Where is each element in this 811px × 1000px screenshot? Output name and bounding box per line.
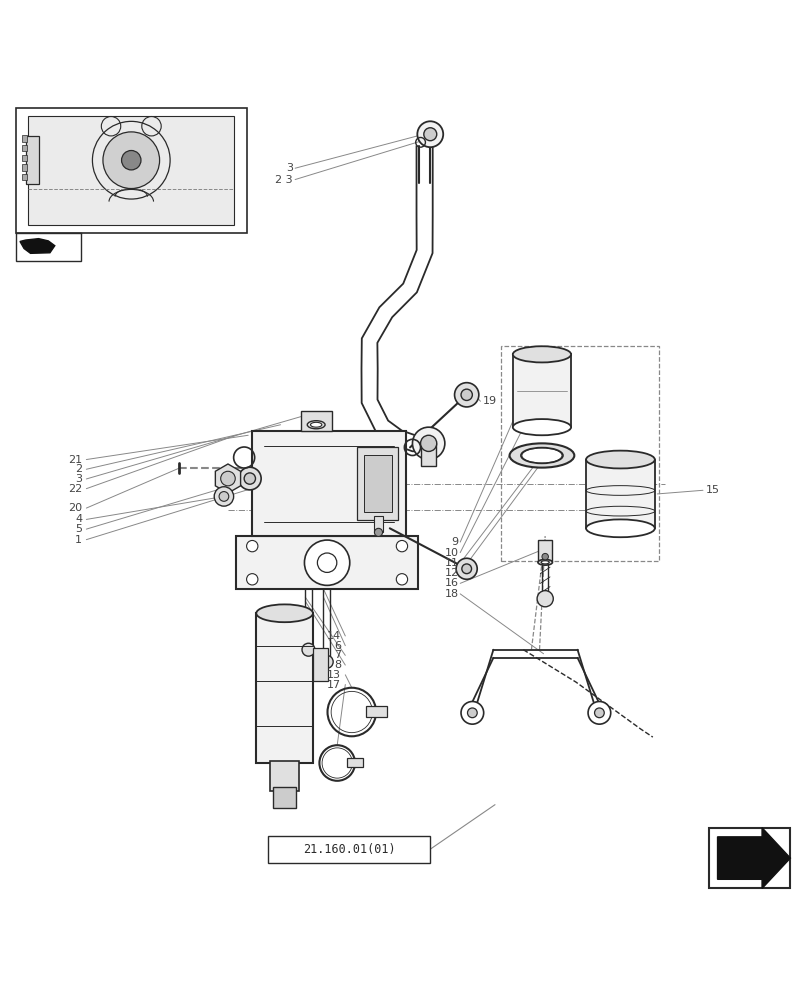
Bar bbox=[366, 706, 386, 717]
Text: 9: 9 bbox=[451, 537, 458, 547]
Bar bbox=[256, 613, 312, 763]
Bar bbox=[23, 145, 28, 151]
Text: 20: 20 bbox=[68, 503, 82, 513]
Circle shape bbox=[247, 540, 258, 552]
Polygon shape bbox=[717, 828, 789, 888]
Bar bbox=[270, 761, 298, 791]
Circle shape bbox=[374, 528, 382, 536]
Circle shape bbox=[396, 574, 407, 585]
Bar bbox=[236, 536, 418, 589]
Bar bbox=[26, 136, 39, 184]
Ellipse shape bbox=[307, 421, 324, 429]
Bar bbox=[252, 431, 406, 536]
Text: 21: 21 bbox=[68, 455, 82, 465]
Circle shape bbox=[420, 435, 436, 451]
Circle shape bbox=[221, 471, 235, 486]
Text: 18: 18 bbox=[444, 589, 458, 599]
Bar bbox=[421, 443, 436, 466]
Polygon shape bbox=[20, 239, 54, 253]
Text: 1: 1 bbox=[75, 535, 82, 545]
Text: 12: 12 bbox=[444, 568, 458, 578]
Circle shape bbox=[456, 558, 477, 579]
Circle shape bbox=[594, 708, 603, 718]
Ellipse shape bbox=[513, 419, 570, 435]
Circle shape bbox=[219, 492, 229, 501]
Text: 14: 14 bbox=[327, 631, 341, 641]
Text: 15: 15 bbox=[705, 485, 719, 495]
Bar bbox=[537, 540, 551, 561]
Bar bbox=[23, 164, 28, 171]
Text: 5: 5 bbox=[75, 524, 82, 534]
Text: 21.160.01(01): 21.160.01(01) bbox=[303, 843, 395, 856]
Ellipse shape bbox=[586, 451, 654, 468]
Circle shape bbox=[244, 473, 255, 484]
Circle shape bbox=[396, 540, 407, 552]
Circle shape bbox=[461, 701, 483, 724]
Circle shape bbox=[461, 564, 471, 574]
Ellipse shape bbox=[540, 561, 548, 564]
Text: 11: 11 bbox=[444, 558, 458, 568]
Text: 22: 22 bbox=[68, 484, 82, 494]
Bar bbox=[513, 354, 570, 427]
Circle shape bbox=[467, 708, 477, 718]
Text: 2: 2 bbox=[75, 464, 82, 474]
Bar bbox=[363, 455, 392, 512]
Ellipse shape bbox=[513, 346, 570, 362]
Text: 17: 17 bbox=[327, 680, 341, 690]
Text: 3: 3 bbox=[75, 474, 82, 484]
Circle shape bbox=[412, 427, 444, 460]
Bar bbox=[28, 116, 234, 225]
Text: 19: 19 bbox=[483, 396, 496, 406]
Text: 16: 16 bbox=[444, 578, 458, 588]
Ellipse shape bbox=[537, 559, 551, 565]
Bar bbox=[23, 155, 28, 161]
Ellipse shape bbox=[256, 604, 312, 622]
Circle shape bbox=[302, 643, 315, 656]
Circle shape bbox=[541, 553, 547, 560]
Bar bbox=[709, 828, 789, 888]
Text: 2 3: 2 3 bbox=[275, 175, 292, 185]
Circle shape bbox=[320, 655, 333, 668]
Text: 6: 6 bbox=[334, 641, 341, 651]
Circle shape bbox=[454, 383, 478, 407]
Bar bbox=[346, 758, 363, 767]
Bar bbox=[586, 460, 654, 528]
Circle shape bbox=[587, 701, 610, 724]
Circle shape bbox=[423, 128, 436, 141]
Ellipse shape bbox=[586, 519, 654, 537]
Bar bbox=[501, 346, 659, 561]
Circle shape bbox=[238, 467, 261, 490]
Text: 10: 10 bbox=[444, 548, 458, 558]
Circle shape bbox=[304, 540, 350, 585]
Bar bbox=[273, 787, 295, 808]
Bar bbox=[16, 108, 247, 233]
Text: 4: 4 bbox=[75, 514, 82, 524]
Circle shape bbox=[103, 132, 160, 189]
Circle shape bbox=[536, 591, 552, 607]
Bar bbox=[23, 174, 28, 180]
Bar bbox=[23, 135, 28, 142]
Ellipse shape bbox=[509, 443, 573, 468]
Circle shape bbox=[122, 150, 141, 170]
Bar bbox=[357, 447, 397, 520]
Circle shape bbox=[214, 487, 234, 506]
Ellipse shape bbox=[310, 422, 321, 427]
Polygon shape bbox=[215, 464, 240, 493]
Text: 7: 7 bbox=[333, 650, 341, 660]
Bar bbox=[268, 836, 430, 863]
Bar bbox=[312, 648, 327, 681]
Ellipse shape bbox=[521, 448, 562, 463]
Bar bbox=[373, 516, 383, 532]
Circle shape bbox=[417, 121, 443, 147]
Text: 8: 8 bbox=[333, 660, 341, 670]
Bar bbox=[16, 233, 80, 261]
Text: 3: 3 bbox=[285, 163, 292, 173]
Circle shape bbox=[247, 574, 258, 585]
Circle shape bbox=[461, 389, 472, 400]
Text: 13: 13 bbox=[327, 670, 341, 680]
Bar bbox=[300, 411, 331, 431]
